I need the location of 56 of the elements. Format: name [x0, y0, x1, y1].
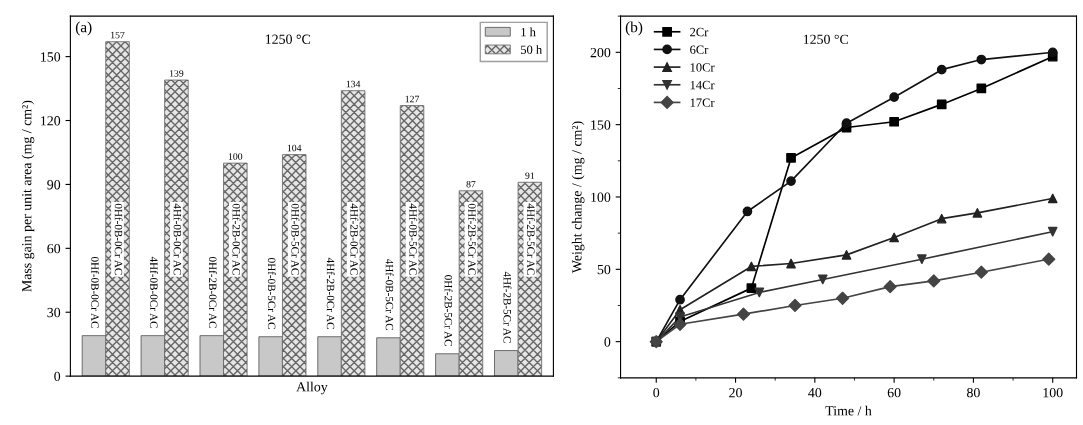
- x-tick-label: 4Hf-2B-0Cr AC: [350, 203, 359, 275]
- category-label: 0Hf-0B-0Cr AC: [91, 256, 100, 328]
- y-tick-label: 200: [590, 47, 611, 58]
- y-tick-label: 0: [54, 371, 61, 382]
- legend-label: 10Cr: [690, 63, 715, 72]
- y-tick-label: 30: [47, 307, 61, 318]
- annotation: (a): [75, 21, 92, 36]
- data-label: 127: [405, 95, 420, 103]
- x-tick-label: 0Hf-2B-5Cr AC: [468, 203, 477, 275]
- legend-label: 1 h: [521, 27, 536, 37]
- x-tick-label: 100: [1043, 387, 1063, 398]
- category-label: 4Hf-2B-0Cr AC: [326, 257, 335, 329]
- y-tick-label: 150: [591, 120, 611, 130]
- category-label: 4Hf-0B-5Cr AC: [385, 258, 394, 330]
- x-tick-label: 40: [808, 387, 822, 398]
- data-label: 100: [228, 153, 243, 160]
- y-tick-label: 150: [41, 52, 61, 62]
- x-axis-title: Time / h: [825, 405, 872, 416]
- category-label: 0Hf-0B-5Cr AC: [267, 258, 276, 329]
- x-tick-label: 4Hf-0B-5Cr AC: [409, 203, 418, 275]
- y-axis-title: Mass gain per unit area (mg / cm²): [21, 100, 35, 292]
- x-tick-label: 0Hf-2B-0Cr AC: [232, 203, 241, 275]
- y-tick-label: 90: [47, 180, 61, 190]
- data-label: 87: [466, 180, 476, 188]
- x-tick-label: 60: [887, 387, 901, 398]
- annotation: (b): [625, 21, 643, 36]
- legend-label: 17Cr: [690, 98, 715, 107]
- y-tick-label: 120: [41, 116, 61, 126]
- category-label: 0Hf-2B-0Cr AC: [208, 256, 217, 328]
- annotation: 1250 °C: [803, 34, 848, 45]
- x-tick-label: 80: [967, 387, 980, 398]
- y-tick-label: 100: [591, 192, 611, 202]
- data-label: 104: [287, 144, 302, 152]
- x-tick-label: 4Hf-2B-5Cr AC: [527, 203, 535, 275]
- legend-label: 2Cr: [690, 27, 709, 37]
- y-tick-label: 60: [47, 243, 61, 254]
- legend-label: 50 h: [521, 45, 542, 54]
- x-tick-label: 0: [653, 387, 660, 398]
- data-label: 91: [525, 172, 535, 179]
- data-label: 134: [346, 80, 361, 88]
- category-label: 4Hf-0B-0Cr AC: [150, 256, 159, 328]
- y-axis-title: Weight change / (mg / cm²): [571, 121, 585, 274]
- data-label: 139: [169, 70, 184, 77]
- x-tick-label: 0Hf-0B-0Cr AC: [114, 203, 123, 275]
- legend-label: 6Cr: [690, 45, 709, 54]
- x-tick-label: 0Hf-0B-5Cr AC: [291, 203, 300, 275]
- x-tick-label: 20: [729, 387, 742, 398]
- x-tick-label: 4Hf-0B-0Cr AC: [173, 203, 182, 275]
- data-label: 157: [111, 31, 125, 39]
- category-label: 4Hf-2B-5Cr AC: [503, 271, 512, 343]
- y-tick-label: 0: [604, 337, 611, 347]
- legend-label: 14Cr: [690, 80, 715, 90]
- y-tick-label: 50: [597, 264, 611, 275]
- x-axis-title: Alloy: [296, 381, 328, 395]
- category-label: 0Hf-2B-5Cr AC: [444, 275, 453, 346]
- annotation: 1250 °C: [265, 34, 311, 44]
